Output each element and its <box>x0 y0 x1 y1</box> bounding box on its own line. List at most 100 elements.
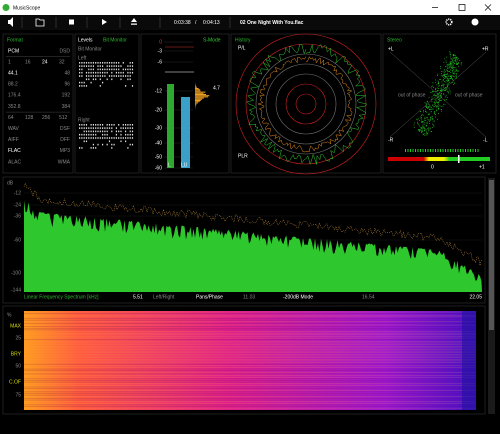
stereo-dot <box>447 64 449 66</box>
stereo-dot <box>440 87 442 89</box>
meter-mode[interactable]: S-Mode <box>203 37 221 43</box>
stereo-dot <box>449 78 450 80</box>
bit-dot <box>129 62 131 64</box>
stereo-dot <box>444 87 446 89</box>
balance-tick <box>465 149 466 152</box>
stereo-dot <box>425 120 427 121</box>
meter-scale-label: -20 <box>155 107 162 113</box>
stop-button[interactable] <box>69 19 74 25</box>
bit-dot <box>113 65 115 67</box>
bit-dot <box>122 68 124 71</box>
bit-dot <box>99 71 101 74</box>
stereo-dot <box>451 61 453 63</box>
bit-dot <box>79 81 81 84</box>
stereo-dot <box>457 60 459 62</box>
stereo-dot <box>435 87 437 89</box>
open-button[interactable] <box>35 18 45 27</box>
stereo-dot <box>450 62 452 64</box>
stereo-dot <box>420 127 422 129</box>
left-level <box>167 84 174 168</box>
stereo-dot <box>452 67 454 68</box>
bit-dot <box>90 81 92 84</box>
bit-dot <box>95 133 97 136</box>
bit-dot <box>79 71 81 74</box>
stereo-dot <box>452 76 454 78</box>
stereo-dot <box>446 74 448 76</box>
stereo-dot <box>417 121 418 123</box>
stereo-dot <box>445 90 447 91</box>
stereo-dot <box>440 108 442 110</box>
bit-dot <box>129 71 131 74</box>
stereo-dot <box>437 89 439 91</box>
stereo-dot <box>419 129 421 130</box>
stereo-dot <box>452 60 454 62</box>
stereo-dot <box>428 130 430 132</box>
stereo-dot <box>438 99 439 100</box>
eject-button[interactable] <box>131 18 137 25</box>
stereo-dot <box>431 86 432 88</box>
bit-dot <box>83 127 85 129</box>
balance-tick <box>422 149 424 152</box>
stereo-dot <box>413 127 415 128</box>
stereo-dot <box>446 99 447 101</box>
settings-button[interactable] <box>445 18 453 26</box>
balance-tick <box>427 149 429 152</box>
stereo-dot <box>426 106 428 108</box>
hist-bin <box>195 98 202 100</box>
spectrum-tick-label: -100 <box>11 270 21 276</box>
play-button[interactable] <box>102 19 107 25</box>
stereo-dot <box>434 81 436 83</box>
stereo-right-phase: out of phase <box>455 92 483 98</box>
stereo-dot <box>432 104 434 106</box>
bit-dot <box>85 124 88 126</box>
bit-dot <box>113 75 115 77</box>
stereo-bottom-right: -L <box>483 137 488 143</box>
bit-dot <box>115 133 117 136</box>
stereo-dot <box>446 72 448 74</box>
levels-mode[interactable]: Bit Monitor <box>103 37 127 43</box>
stereo-dot <box>453 67 455 69</box>
bit-dot <box>106 143 108 146</box>
stereo-dot <box>440 66 441 67</box>
bit-dot <box>129 65 131 67</box>
stereo-dot <box>423 109 425 111</box>
bit-dot <box>95 124 97 126</box>
stereo-dot <box>445 80 447 81</box>
close[interactable] <box>484 4 492 11</box>
bit-dot <box>99 137 101 139</box>
stereo-dot <box>423 134 425 135</box>
bit-dot <box>81 62 83 64</box>
stereo-dot <box>422 124 424 126</box>
stereo-dot <box>421 115 423 116</box>
bit-dot <box>111 143 113 146</box>
bit-dot <box>81 65 83 67</box>
spectrum-unit: dB <box>7 180 14 186</box>
bit-dot <box>127 75 129 77</box>
bit-dot <box>85 65 88 67</box>
total-time: 0:04:13 <box>203 20 220 26</box>
bit-dot <box>111 65 113 67</box>
stereo-dot <box>443 90 445 91</box>
bit-dot <box>102 65 104 67</box>
stereo-dot <box>437 102 439 104</box>
stereo-dot <box>436 110 438 112</box>
stereo-dot <box>456 64 458 65</box>
stereo-dot <box>440 96 442 98</box>
stereo-dot <box>429 109 431 111</box>
bit-dot <box>88 71 90 74</box>
stereo-title: Stereo <box>387 37 402 43</box>
info-button[interactable] <box>471 18 479 26</box>
balance-tick <box>415 149 416 152</box>
scroll-thumb[interactable] <box>489 180 494 330</box>
stereo-dot <box>452 54 454 56</box>
stereo-dot <box>447 81 449 83</box>
bit-dot <box>92 78 94 81</box>
volume-button[interactable] <box>8 17 13 27</box>
maximize[interactable] <box>458 4 466 11</box>
stereo-dot <box>426 132 428 134</box>
bit-dot <box>92 147 94 149</box>
stereo-dot <box>455 71 457 73</box>
format-item: DFF <box>60 137 70 143</box>
stereo-dot <box>446 87 448 89</box>
stereo-dot <box>418 129 419 131</box>
